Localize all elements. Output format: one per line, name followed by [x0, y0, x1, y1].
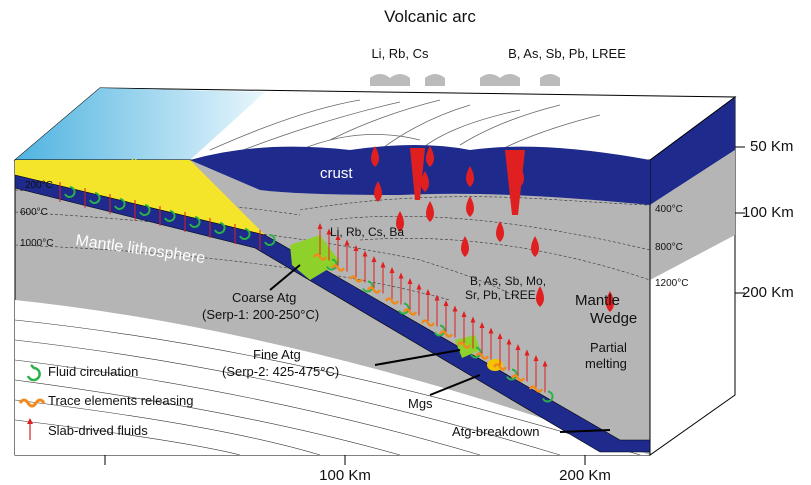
depth-label: 50 Km [750, 138, 793, 155]
distance-label: 200 Km [559, 467, 611, 484]
isotherm-label: 1000°C [20, 238, 53, 249]
breakdown-label: Atg-breakdown [452, 424, 539, 439]
atg-label: Fine Atg [253, 347, 301, 362]
layer-label: crust [320, 165, 353, 182]
atg-label: Coarse Atg [232, 290, 296, 305]
atg-label: (Serp-2: 425-475°C) [222, 364, 339, 379]
release-label: Sr, Pb, LREE [465, 288, 536, 302]
distance-label: 100 Km [319, 467, 371, 484]
depth-label: 200 Km [742, 284, 794, 301]
isotherm-label: 400°C [655, 204, 683, 215]
depth-label: 100 Km [742, 204, 794, 221]
legend-label: Slab-drived fluids [48, 423, 148, 438]
element-group: Li, Rb, Cs [371, 46, 429, 61]
release-label: B, As, Sb, Mo, [470, 274, 546, 288]
atg-label: (Serp-1: 200-250°C) [202, 307, 319, 322]
diagram: Volcanic arc Li, Rb, Cs B, As, Sb, Pb, L… [0, 0, 811, 485]
wedge-label: Wedge [590, 310, 637, 327]
legend-label: Trace elements releasing [48, 393, 193, 408]
isotherm-label: 800°C [655, 242, 683, 253]
isotherm-label: 1200°C [655, 278, 688, 289]
isotherm-label: 600°C [20, 207, 48, 218]
melting-label: melting [585, 356, 627, 371]
gas-clouds [370, 74, 560, 86]
release-label: Li, Rb, Cs, Ba [330, 225, 404, 239]
legend-label: Fluid circulation [48, 364, 138, 379]
wedge-label: Mantle [575, 292, 620, 309]
layer-label: sediments [110, 157, 178, 174]
melting-label: Partial [590, 340, 627, 355]
element-group: B, As, Sb, Pb, LREE [508, 46, 626, 61]
title: Volcanic arc [384, 7, 476, 26]
mgs-label: Mgs [408, 396, 433, 411]
isotherm-label: 200°C [25, 180, 53, 191]
